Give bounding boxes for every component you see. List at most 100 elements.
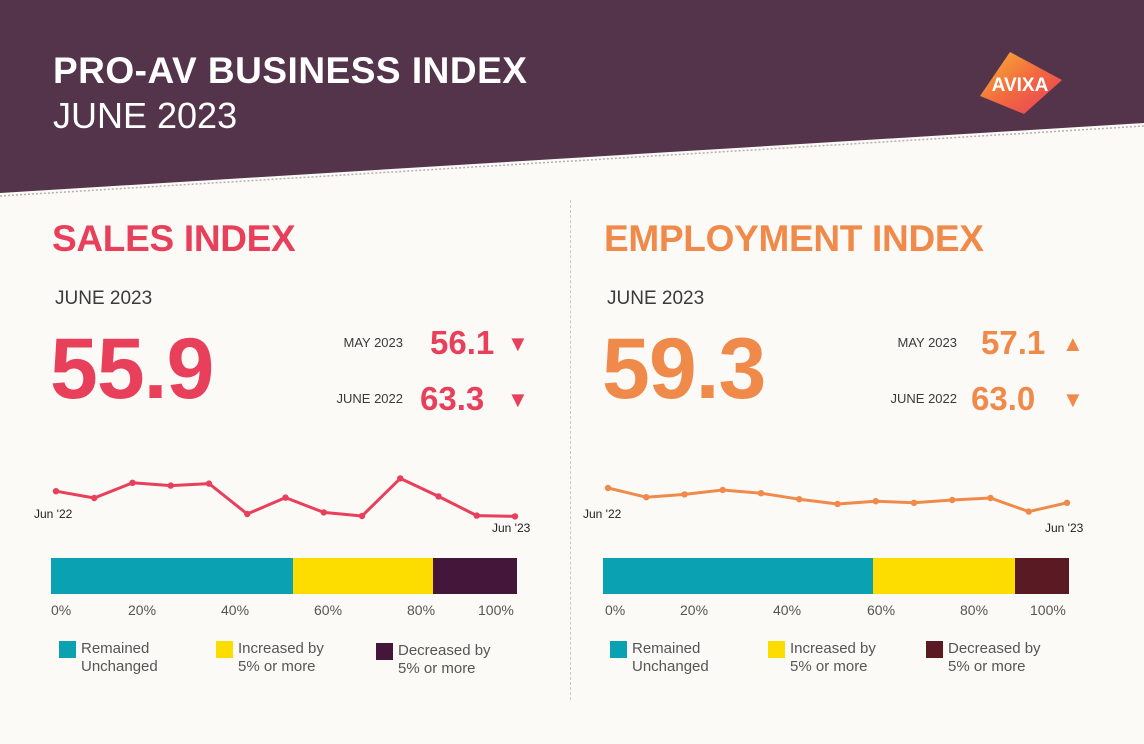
sales-index-heading: SALES INDEX	[52, 218, 296, 259]
employment-trend-point	[872, 498, 879, 505]
employment-tick: 20%	[680, 602, 709, 618]
legend-swatch-teal	[610, 641, 627, 658]
sales-trend-end-label: Jun '23	[492, 521, 531, 535]
sales-legend-decreased: Decreased by 5% or more	[376, 642, 528, 678]
sales-trend-chart	[52, 475, 519, 520]
banner-shape	[0, 0, 1144, 193]
logo-text: AVIXA	[992, 75, 1049, 96]
employment-index-panel: EMPLOYMENT INDEX JUNE 2023 59.3 MAY 2023…	[552, 0, 1124, 744]
sales-prev-year-label: JUNE 2022	[336, 391, 403, 406]
banner-edge-line	[0, 125, 1144, 197]
employment-trend-point	[757, 490, 765, 497]
employment-prev-year-arrow-icon: ▼	[1062, 387, 1084, 412]
legend-text-line: Remained	[81, 640, 150, 657]
legend-text-line: 5% or more	[398, 660, 476, 677]
employment-trend-point	[949, 496, 956, 504]
sales-trend-point	[52, 488, 60, 495]
employment-prev-month-label: MAY 2023	[897, 335, 957, 350]
employment-trend-point	[604, 484, 612, 492]
employment-trend-point	[910, 499, 918, 506]
employment-legend-increased: Increased by 5% or more	[768, 640, 920, 676]
sales-prev-year-arrow-icon: ▼	[507, 387, 529, 412]
sales-prev-month-value: 56.1	[430, 324, 495, 361]
employment-trend-point	[834, 500, 841, 508]
employment-prev-year-label: JUNE 2022	[890, 391, 957, 406]
legend-text-line: 5% or more	[238, 658, 316, 675]
employment-tick: 60%	[867, 602, 896, 618]
panel-divider	[570, 200, 571, 700]
employment-trend-point	[987, 494, 994, 502]
legend-text-line: 5% or more	[790, 658, 868, 675]
employment-breakdown-segment-increased	[873, 558, 1016, 594]
legend-text-line: 5% or more	[948, 658, 1026, 675]
employment-legend-decreased: Decreased by 5% or more	[926, 640, 1078, 676]
employment-tick: 100%	[1030, 602, 1066, 618]
sales-trend-point	[511, 513, 519, 520]
employment-trend-point	[719, 486, 726, 494]
sales-trend-point	[435, 493, 442, 500]
legend-swatch-plum	[376, 643, 393, 660]
page-title: PRO-AV BUSINESS INDEX	[53, 50, 528, 91]
sales-prev-month-label: MAY 2023	[343, 335, 403, 350]
sales-tick: 0%	[51, 602, 72, 618]
sales-legend-remained: Remained Unchanged	[59, 640, 211, 676]
employment-tick: 0%	[605, 602, 626, 618]
sales-trend-point	[167, 482, 174, 489]
legend-text-line: Unchanged	[81, 658, 158, 675]
employment-prev-month-arrow-icon: ▲	[1062, 331, 1084, 356]
legend-swatch-yellow	[768, 641, 785, 658]
header-banner	[0, 0, 1144, 197]
sales-trend-point	[320, 509, 327, 516]
employment-tick: 40%	[773, 602, 802, 618]
sales-breakdown-bar	[51, 558, 517, 594]
sales-breakdown-segment-decreased	[433, 558, 517, 594]
employment-legend-remained: Remained Unchanged	[610, 640, 762, 676]
sales-breakdown-segment-increased	[293, 558, 434, 594]
sales-tick: 100%	[478, 602, 514, 618]
employment-trend-line	[607, 486, 1068, 514]
employment-trend-chart	[604, 484, 1071, 515]
sales-trend-point	[244, 510, 251, 518]
sales-trend-start-label: Jun '22	[34, 507, 73, 521]
sales-trend-point	[473, 512, 480, 519]
employment-current-period: JUNE 2023	[607, 288, 705, 309]
employment-prev-month-value: 57.1	[981, 324, 1046, 361]
legend-text-line: Decreased by	[948, 640, 1041, 657]
legend-text-line: Increased by	[238, 640, 324, 657]
sales-trend-point	[397, 475, 404, 482]
employment-tick: 80%	[960, 602, 989, 618]
legend-text-line: Unchanged	[632, 658, 709, 675]
sales-prev-year-value: 63.3	[420, 380, 485, 417]
avixa-logo: AVIXA	[980, 52, 1062, 114]
employment-breakdown-segment-decreased	[1015, 558, 1069, 594]
sales-trend-point	[91, 494, 98, 502]
employment-current-value: 59.3	[602, 321, 766, 417]
sales-current-period: JUNE 2023	[55, 288, 153, 309]
legend-text-line: Increased by	[790, 640, 876, 657]
legend-swatch-yellow	[216, 641, 233, 658]
employment-breakdown-segment-remained	[603, 558, 874, 594]
sales-legend-increased: Increased by 5% or more	[216, 640, 368, 676]
sales-breakdown-segment-remained	[51, 558, 294, 594]
legend-swatch-teal	[59, 641, 76, 658]
employment-trend-start-label: Jun '22	[583, 507, 622, 521]
sales-tick: 60%	[314, 602, 343, 618]
sales-trend-point	[205, 480, 213, 487]
sales-index-panel: SALES INDEX JUNE 2023 55.9 MAY 2023 56.1…	[34, 218, 531, 678]
page-subtitle: JUNE 2023	[53, 95, 238, 136]
employment-trend-point	[1063, 499, 1071, 506]
sales-trend-point	[358, 512, 366, 520]
employment-trend-point	[681, 491, 688, 498]
sales-current-value: 55.9	[50, 321, 214, 417]
employment-trend-end-label: Jun '23	[1045, 521, 1084, 535]
sales-trend-point	[282, 494, 289, 501]
sales-prev-month-arrow-icon: ▼	[507, 331, 529, 356]
sales-tick: 20%	[128, 602, 157, 618]
sales-tick: 80%	[407, 602, 436, 618]
employment-breakdown-bar	[603, 558, 1069, 594]
legend-text-line: Decreased by	[398, 642, 491, 659]
employment-prev-year-value: 63.0	[971, 380, 1036, 417]
legend-text-line: Remained	[632, 640, 701, 657]
sales-tick: 40%	[221, 602, 250, 618]
employment-trend-point	[643, 494, 650, 501]
